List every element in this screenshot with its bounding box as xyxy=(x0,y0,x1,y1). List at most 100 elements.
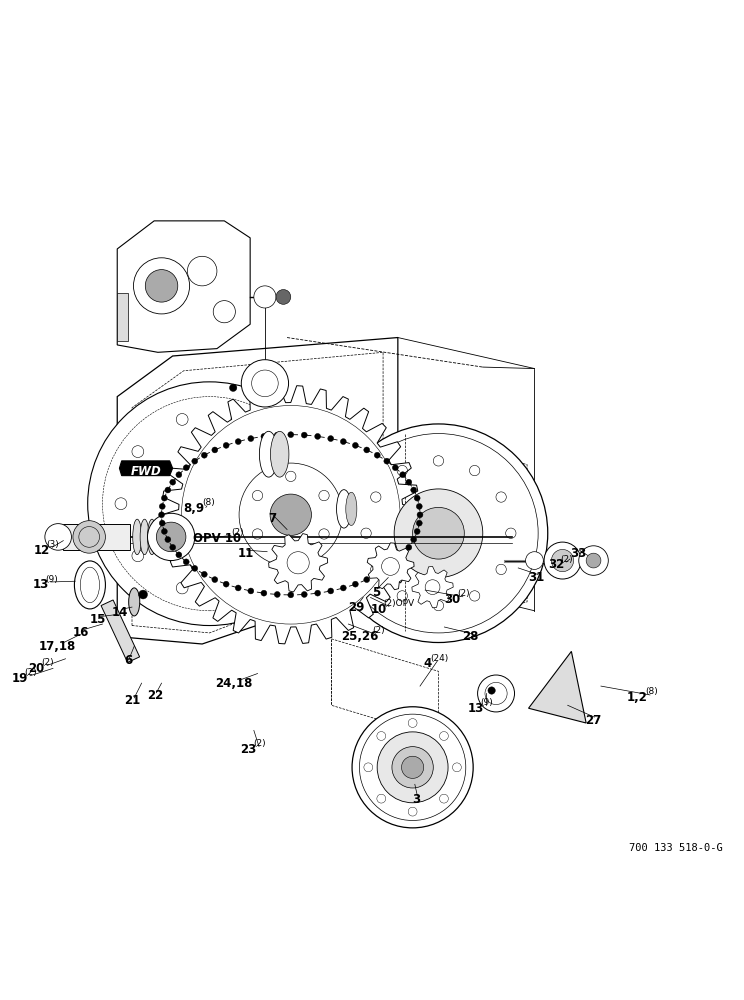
Text: 1,2: 1,2 xyxy=(626,691,647,704)
Circle shape xyxy=(187,256,217,286)
Circle shape xyxy=(187,482,231,526)
Circle shape xyxy=(353,442,359,448)
Circle shape xyxy=(406,479,411,485)
Circle shape xyxy=(579,546,609,575)
Text: 15: 15 xyxy=(90,613,106,626)
Circle shape xyxy=(165,487,171,493)
Text: (2): (2) xyxy=(457,589,469,598)
Polygon shape xyxy=(161,386,420,644)
Circle shape xyxy=(202,452,208,458)
Circle shape xyxy=(551,549,574,572)
Circle shape xyxy=(340,585,346,591)
Circle shape xyxy=(145,270,178,302)
Text: 3: 3 xyxy=(413,793,421,806)
Text: 32: 32 xyxy=(548,558,564,571)
Text: 21: 21 xyxy=(125,694,141,707)
Circle shape xyxy=(364,577,370,583)
Polygon shape xyxy=(528,651,586,723)
Circle shape xyxy=(223,442,229,448)
Circle shape xyxy=(192,565,198,571)
Circle shape xyxy=(394,489,483,578)
Ellipse shape xyxy=(271,431,289,477)
Circle shape xyxy=(275,432,280,438)
Bar xyxy=(118,293,128,341)
Circle shape xyxy=(414,495,420,501)
Circle shape xyxy=(288,592,294,598)
Circle shape xyxy=(276,290,291,304)
Bar xyxy=(63,524,129,550)
Circle shape xyxy=(525,552,543,569)
Circle shape xyxy=(214,301,235,323)
Circle shape xyxy=(183,465,189,471)
Ellipse shape xyxy=(129,588,140,616)
Text: 5: 5 xyxy=(372,586,380,599)
Text: 11: 11 xyxy=(237,547,254,560)
Ellipse shape xyxy=(74,561,106,609)
Text: (8): (8) xyxy=(202,498,215,507)
Circle shape xyxy=(315,433,321,439)
Circle shape xyxy=(413,507,464,559)
Circle shape xyxy=(392,465,398,471)
Text: (2): (2) xyxy=(560,555,573,564)
Circle shape xyxy=(156,522,186,552)
Text: (3): (3) xyxy=(46,540,59,549)
Text: OPV 10: OPV 10 xyxy=(193,532,241,545)
Circle shape xyxy=(254,286,276,308)
Text: FWD: FWD xyxy=(131,465,161,478)
Text: 17,18: 17,18 xyxy=(38,640,75,653)
Circle shape xyxy=(88,382,331,626)
Ellipse shape xyxy=(147,519,156,555)
Text: 24,18: 24,18 xyxy=(216,677,253,690)
Circle shape xyxy=(328,436,333,442)
Circle shape xyxy=(353,581,359,587)
Circle shape xyxy=(406,544,411,550)
Text: (2): (2) xyxy=(372,626,385,635)
Circle shape xyxy=(138,590,147,599)
Circle shape xyxy=(586,553,601,568)
Text: (2): (2) xyxy=(25,668,36,677)
Text: 12: 12 xyxy=(33,544,50,557)
Circle shape xyxy=(170,544,176,550)
Text: 30: 30 xyxy=(444,593,461,606)
Text: 31: 31 xyxy=(528,571,545,584)
Circle shape xyxy=(400,472,405,478)
Text: 14: 14 xyxy=(112,606,129,619)
Bar xyxy=(101,600,140,662)
Circle shape xyxy=(248,436,254,442)
Circle shape xyxy=(287,552,310,574)
Circle shape xyxy=(374,452,380,458)
Text: 6: 6 xyxy=(125,654,133,667)
Circle shape xyxy=(340,439,346,445)
Circle shape xyxy=(133,258,190,314)
Text: (24): (24) xyxy=(430,654,448,663)
Text: 29: 29 xyxy=(348,601,365,614)
Circle shape xyxy=(414,528,420,534)
Text: (2)OPV: (2)OPV xyxy=(383,599,414,608)
Circle shape xyxy=(374,571,380,577)
Text: 25,26: 25,26 xyxy=(341,630,379,643)
Circle shape xyxy=(73,521,106,553)
Ellipse shape xyxy=(260,431,278,477)
Text: 33: 33 xyxy=(570,547,586,560)
Circle shape xyxy=(261,433,267,439)
Circle shape xyxy=(235,439,241,445)
Circle shape xyxy=(176,472,182,478)
Circle shape xyxy=(488,687,496,694)
Text: 13: 13 xyxy=(468,702,484,715)
Circle shape xyxy=(212,447,218,453)
Circle shape xyxy=(223,581,229,587)
Text: (8): (8) xyxy=(646,687,658,696)
Ellipse shape xyxy=(132,519,141,555)
Ellipse shape xyxy=(155,519,164,555)
Circle shape xyxy=(382,558,400,575)
Text: 27: 27 xyxy=(585,714,601,727)
Circle shape xyxy=(176,552,182,558)
Circle shape xyxy=(202,571,208,577)
Text: 19: 19 xyxy=(12,672,28,685)
Text: (2): (2) xyxy=(41,658,54,667)
Circle shape xyxy=(301,591,307,597)
Circle shape xyxy=(329,424,548,643)
Circle shape xyxy=(288,432,294,438)
Circle shape xyxy=(192,458,198,464)
Circle shape xyxy=(384,565,390,571)
